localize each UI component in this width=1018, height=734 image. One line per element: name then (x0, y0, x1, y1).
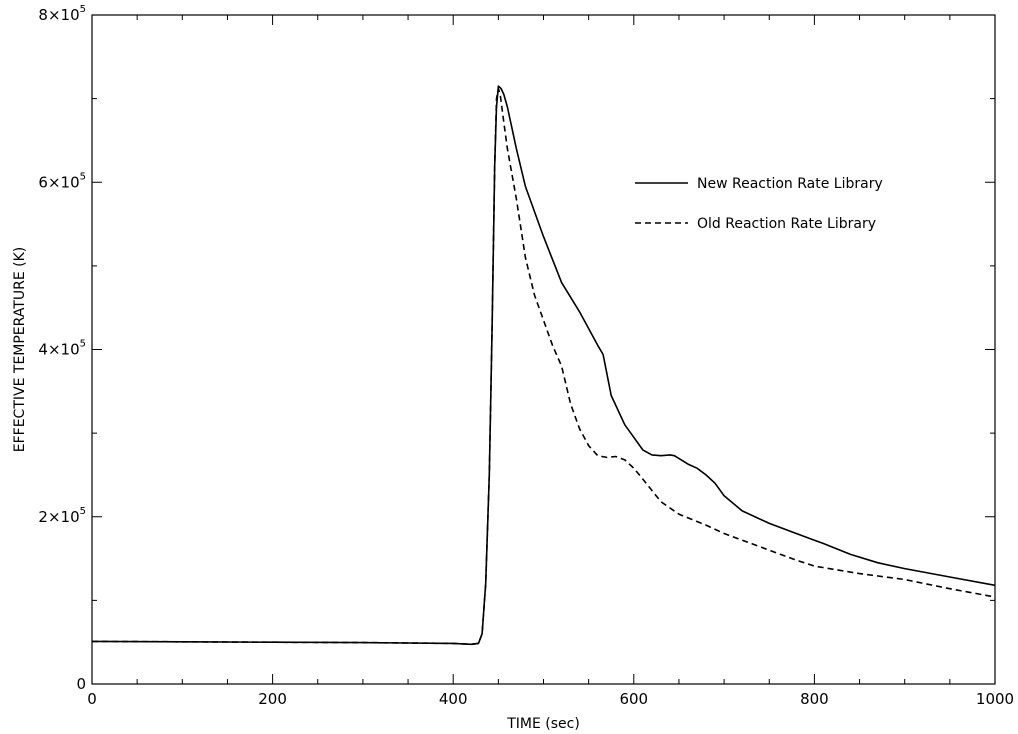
legend: New Reaction Rate Library Old Reaction Ra… (635, 176, 883, 232)
x-tick-label: 400 (439, 690, 468, 708)
ticks-layer (91, 14, 996, 685)
legend-label: Old Reaction Rate Library (697, 216, 876, 232)
y-axis-title: EFFECTIVE TEMPERATURE (K) (12, 247, 28, 452)
y-tick-label: 6×105 (38, 171, 86, 191)
tick-labels-layer: 0 200 400 600 800 1000 0 2×105 4×105 6×105 8×105 (38, 4, 1014, 708)
y-tick-label: 2×105 (38, 506, 86, 526)
series-line-old (91, 87, 996, 646)
plot-frame (91, 14, 996, 685)
series-layer (91, 85, 996, 646)
x-tick-label: 0 (87, 690, 97, 708)
x-axis-title: TIME (sec) (506, 716, 580, 732)
y-tick-label: 0 (76, 675, 86, 693)
x-tick-label: 800 (800, 690, 829, 708)
series-line-new (91, 85, 996, 646)
y-tick-label: 4×105 (38, 339, 86, 359)
x-tick-label: 600 (619, 690, 648, 708)
y-tick-label: 8×105 (38, 4, 86, 24)
x-tick-label: 1000 (976, 690, 1014, 708)
x-tick-label: 200 (258, 690, 287, 708)
legend-label: New Reaction Rate Library (697, 176, 883, 192)
